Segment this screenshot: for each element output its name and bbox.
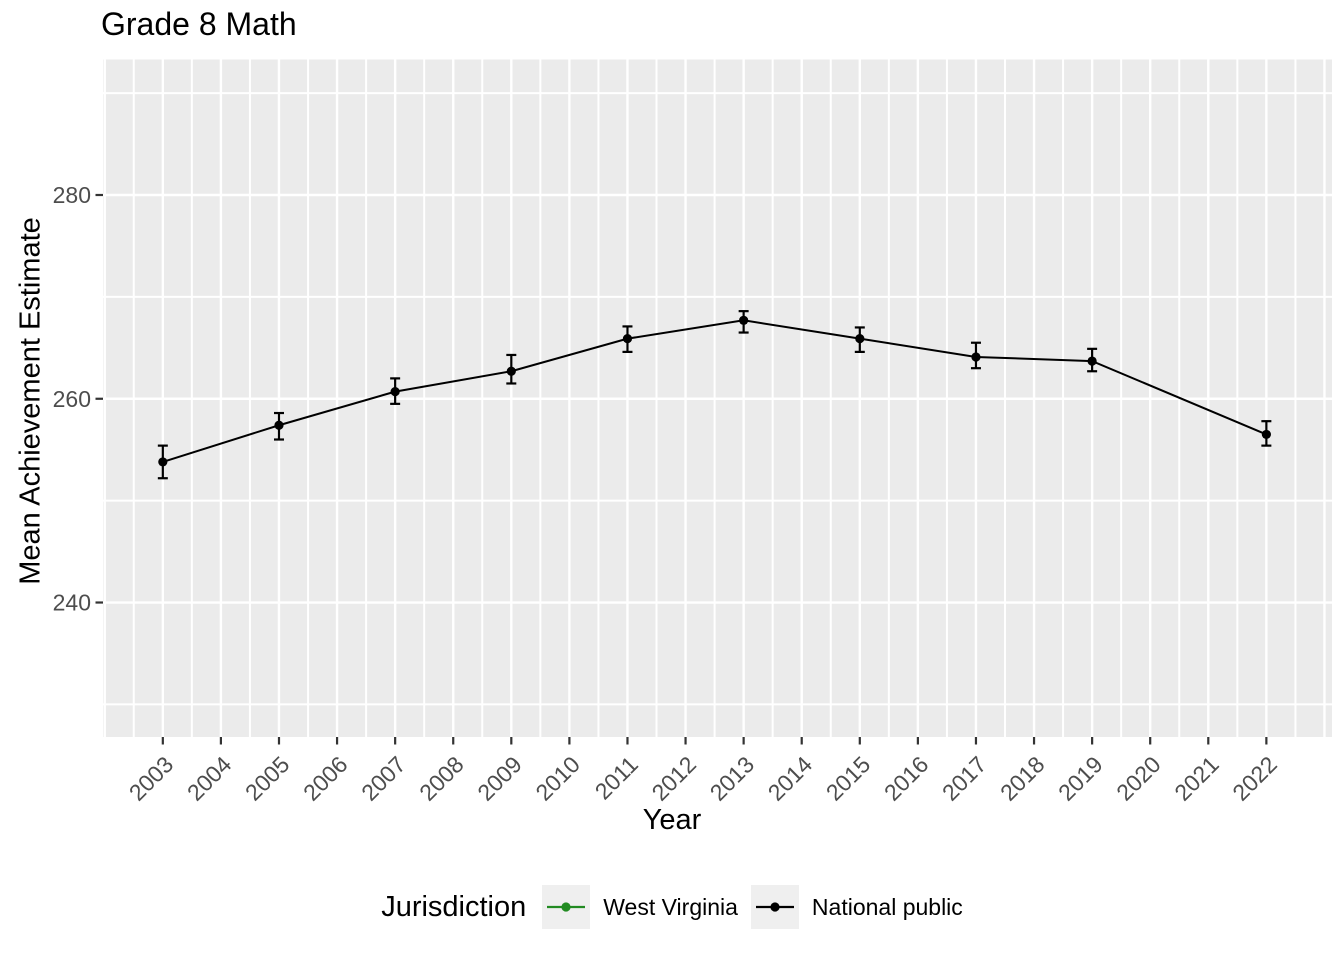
legend-label-west-virginia: West Virginia bbox=[603, 893, 738, 920]
data-point bbox=[855, 334, 865, 344]
x-tick-label: 2016 bbox=[879, 751, 934, 806]
x-tick-label: 2011 bbox=[590, 751, 643, 804]
x-tick-label: 2008 bbox=[414, 751, 469, 806]
x-tick-label: 2013 bbox=[705, 751, 760, 806]
x-tick-label: 2021 bbox=[1169, 751, 1224, 806]
data-point bbox=[274, 420, 284, 430]
x-tick-label: 2005 bbox=[240, 751, 295, 806]
legend-key-national-public bbox=[750, 885, 799, 929]
legend-key-glyph-west-virginia bbox=[547, 902, 586, 912]
x-tick-label: 2006 bbox=[298, 751, 353, 806]
y-tick-label: 260 bbox=[53, 386, 91, 412]
x-axis-title: Year bbox=[642, 804, 702, 836]
x-tick-label: 2012 bbox=[647, 751, 702, 806]
data-point bbox=[622, 334, 633, 344]
x-tick-label: 2019 bbox=[1053, 751, 1108, 806]
legend: Jurisdiction West Virginia National publ… bbox=[0, 883, 1344, 931]
legend-key-point-west-virginia bbox=[561, 902, 571, 912]
y-axis-title: Mean Achievement Estimate bbox=[14, 217, 47, 585]
data-point bbox=[158, 457, 168, 467]
data-point bbox=[390, 387, 400, 397]
chart-title: Grade 8 Math bbox=[101, 6, 297, 42]
data-point bbox=[506, 366, 516, 376]
data-point bbox=[739, 315, 749, 325]
legend-label-national-public: National public bbox=[811, 893, 963, 920]
x-tick-label: 2007 bbox=[356, 751, 411, 806]
legend-title: Jurisdiction bbox=[381, 890, 527, 923]
legend-key-glyph-national-public bbox=[755, 902, 794, 912]
x-tick-label: 2010 bbox=[530, 751, 585, 806]
x-tick-label: 2020 bbox=[1111, 751, 1166, 806]
x-tick-label: 2003 bbox=[124, 751, 179, 806]
x-tick-label: 2018 bbox=[995, 751, 1050, 806]
legend-key-west-virginia bbox=[542, 885, 591, 929]
y-tick-label: 240 bbox=[53, 590, 91, 616]
x-tick-label: 2004 bbox=[182, 751, 237, 806]
legend-key-point-national-public bbox=[770, 902, 780, 912]
data-point bbox=[1261, 429, 1271, 440]
x-tick-label: 2015 bbox=[821, 751, 876, 806]
x-tick-label: 2017 bbox=[937, 751, 992, 806]
data-point bbox=[971, 352, 981, 362]
data-point bbox=[1087, 356, 1097, 366]
x-tick-label: 2009 bbox=[472, 751, 527, 806]
x-tick-label: 2022 bbox=[1227, 751, 1282, 806]
data-line bbox=[162, 319, 1267, 463]
x-tick-label: 2014 bbox=[763, 751, 818, 806]
y-tick-label: 280 bbox=[53, 182, 91, 208]
